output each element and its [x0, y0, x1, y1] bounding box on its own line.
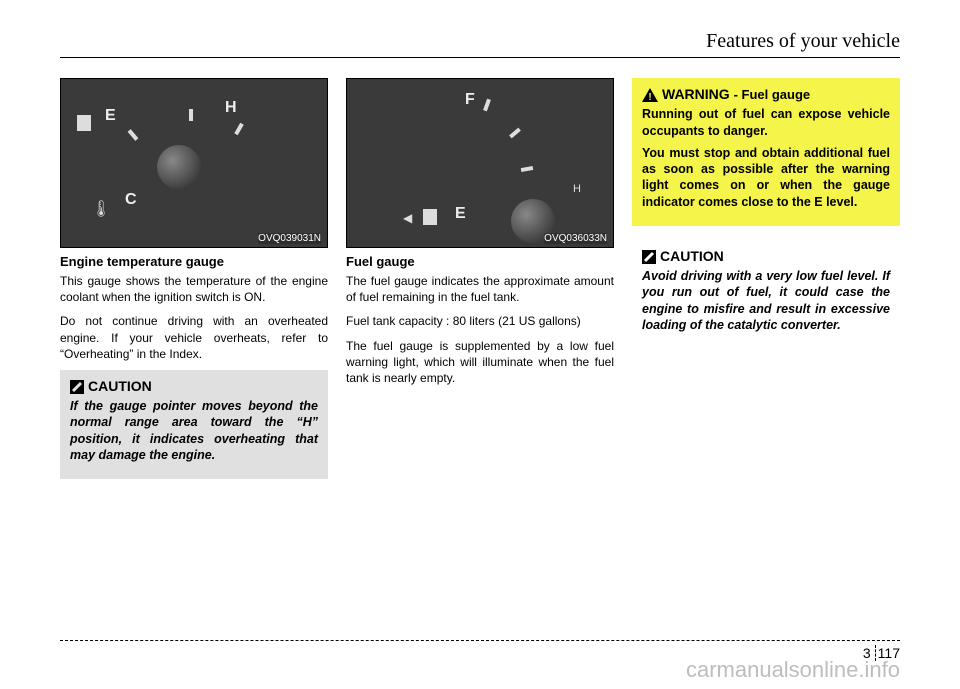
gauge-tick	[483, 99, 491, 112]
caution-text: Avoid driving with a very low fuel level…	[642, 268, 890, 333]
temp-h-label: H	[573, 183, 581, 195]
fuel-e-label: E	[105, 107, 116, 125]
body-paragraph: Do not continue driving with an overheat…	[60, 313, 328, 362]
fuel-pump-icon	[423, 209, 437, 225]
temp-c-label: C	[125, 191, 137, 209]
fuel-gauge-image: F E H ◀ OVQ036033N	[346, 78, 614, 248]
watermark: carmanualsonline.info	[686, 657, 900, 683]
page-header: Features of your vehicle	[60, 30, 900, 57]
svg-text:!: !	[648, 92, 651, 102]
temperature-icon: 🌡	[91, 199, 111, 219]
body-paragraph: The fuel gauge indicates the approximate…	[346, 273, 614, 305]
warning-label: WARNING	[662, 86, 730, 102]
fuel-arrow-icon: ◀	[403, 211, 412, 225]
column-right: ! WARNING - Fuel gauge Running out of fu…	[632, 78, 900, 479]
warning-triangle-icon: !	[642, 88, 658, 102]
gauge-tick	[521, 166, 534, 172]
caution-icon	[642, 250, 656, 264]
fuel-pump-icon	[77, 115, 91, 131]
warning-box-fuel: ! WARNING - Fuel gauge Running out of fu…	[632, 78, 900, 226]
caution-header: CAUTION	[70, 378, 318, 394]
engine-temp-gauge-image: E 🌡 C H OVQ039031N	[60, 78, 328, 248]
column-middle: F E H ◀ OVQ036033N Fuel gauge The fuel g…	[346, 78, 614, 479]
image-code-label: OVQ039031N	[258, 233, 321, 244]
image-code-label: OVQ036033N	[544, 233, 607, 244]
body-paragraph: This gauge shows the temperature of the …	[60, 273, 328, 305]
header-rule	[60, 57, 900, 58]
fuel-f-label: F	[465, 91, 475, 109]
fuel-gauge-heading: Fuel gauge	[346, 254, 614, 269]
warning-header: ! WARNING - Fuel gauge	[642, 86, 890, 102]
temp-h-label: H	[225, 99, 237, 117]
warning-text: You must stop and obtain additional fuel…	[642, 145, 890, 210]
warning-sublabel: - Fuel gauge	[734, 87, 811, 102]
column-left: E 🌡 C H OVQ039031N Engine temperature ga…	[60, 78, 328, 479]
gauge-tick	[509, 128, 521, 139]
gauge-tick	[128, 129, 139, 141]
caution-label: CAUTION	[660, 248, 724, 264]
gauge-knob	[157, 145, 201, 189]
fuel-e-label: E	[455, 205, 466, 223]
content-columns: E 🌡 C H OVQ039031N Engine temperature ga…	[60, 78, 900, 479]
body-paragraph: The fuel gauge is supplemented by a low …	[346, 338, 614, 387]
body-paragraph: Fuel tank capacity : 80 liters (21 US ga…	[346, 313, 614, 329]
gauge-tick	[189, 109, 193, 121]
caution-header: CAUTION	[642, 248, 890, 264]
caution-icon	[70, 380, 84, 394]
engine-temp-heading: Engine temperature gauge	[60, 254, 328, 269]
gauge-tick	[234, 123, 243, 135]
caution-box-lowfuel: CAUTION Avoid driving with a very low fu…	[632, 240, 900, 349]
warning-text: Running out of fuel can expose vehicle o…	[642, 106, 890, 139]
caution-label: CAUTION	[88, 378, 152, 394]
caution-box-overheat: CAUTION If the gauge pointer moves beyon…	[60, 370, 328, 479]
caution-text: If the gauge pointer moves beyond the no…	[70, 398, 318, 463]
